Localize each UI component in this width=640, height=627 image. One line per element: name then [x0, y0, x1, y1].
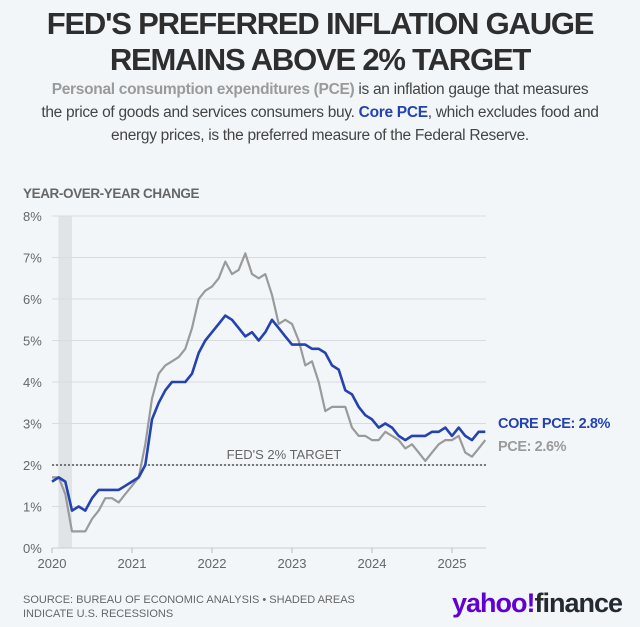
y-tick-label: 1% — [23, 500, 42, 515]
chart-title: FED'S PREFERRED INFLATION GAUGE REMAINS … — [0, 6, 640, 78]
y-tick-label: 2% — [23, 458, 42, 473]
core-pce-line — [51, 314, 486, 512]
logo-yahoo: yahoo! — [451, 588, 536, 618]
x-tick-label: 2024 — [358, 556, 387, 571]
y-tick-label: 8% — [23, 209, 42, 224]
target-label: FED'S 2% TARGET — [227, 447, 342, 462]
pce-term: Personal consumption expenditures (PCE) — [51, 81, 355, 98]
yahoo-finance-logo: yahoo!finance — [451, 588, 623, 619]
pce-line — [52, 252, 487, 533]
x-tick-label: 2025 — [438, 556, 467, 571]
title-line-1: FED'S PREFERRED INFLATION GAUGE — [46, 6, 595, 41]
y-tick-label: 3% — [23, 417, 42, 432]
core-pce-end-label: CORE PCE: 2.8% — [498, 416, 611, 432]
source-note: SOURCE: BUREAU OF ECONOMIC ANALYSIS • SH… — [23, 594, 355, 620]
y-axis-label: YEAR-OVER-YEAR CHANGE — [23, 186, 200, 201]
x-tick-label: 2022 — [198, 556, 227, 571]
y-tick-label: 7% — [23, 251, 42, 266]
y-tick-label: 0% — [23, 541, 42, 556]
title-line-2: REMAINS ABOVE 2% TARGET — [109, 42, 531, 77]
subtitle-text-1: is an inflation gauge that measures the … — [41, 81, 589, 121]
x-tick-label: 2021 — [118, 556, 147, 571]
y-tick-label: 6% — [23, 292, 42, 307]
logo-finance: finance — [534, 588, 623, 618]
x-tick-label: 2020 — [38, 556, 67, 571]
x-tick-label: 2023 — [278, 556, 307, 571]
subtitle-text-2: , which excludes food and energy prices,… — [111, 104, 599, 144]
core-pce-term: Core PCE — [358, 104, 428, 121]
chart-subtitle: Personal consumption expenditures (PCE) … — [40, 78, 600, 147]
pce-end-label: PCE: 2.6% — [498, 439, 567, 455]
y-tick-label: 4% — [23, 375, 42, 390]
y-tick-label: 5% — [23, 334, 42, 349]
